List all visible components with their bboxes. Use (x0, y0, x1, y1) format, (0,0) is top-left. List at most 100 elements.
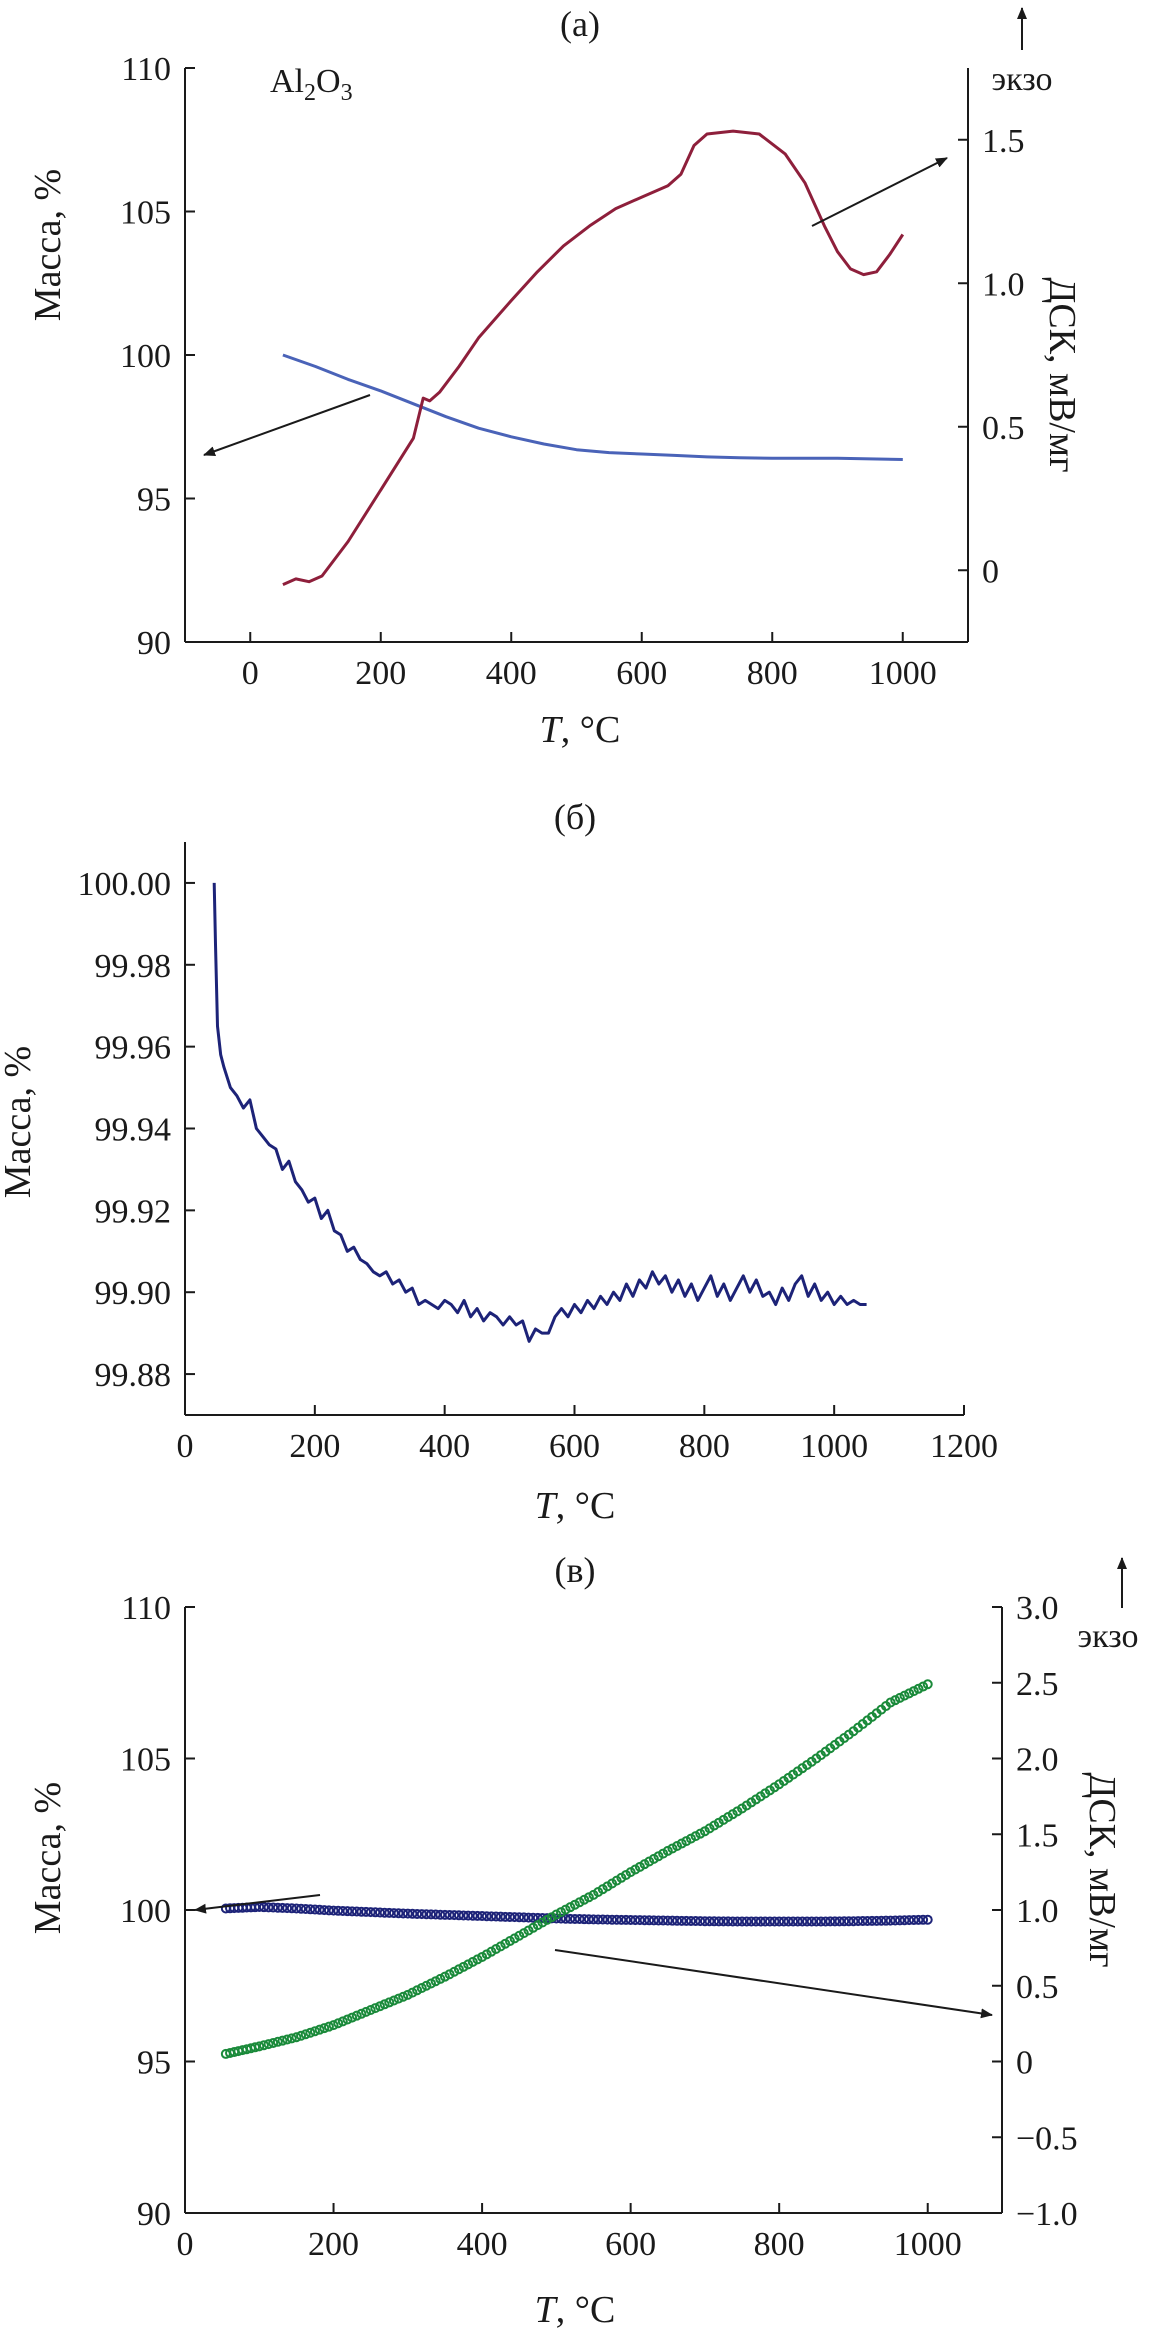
panel-c-x-tick-label: 600 (605, 2226, 656, 2263)
panel-c-y-tick-label: 105 (120, 1742, 171, 1779)
panel-c-data-point (583, 1914, 594, 1925)
panel-c-data-point (890, 1915, 901, 1926)
panel-b-x-tick-label: 200 (289, 1428, 340, 1465)
panel-a-x-tick-label: 600 (616, 655, 667, 692)
panel-c-data-point (388, 1995, 399, 2006)
panel-c-xlabel: T, °C (535, 2289, 616, 2331)
panel-c-data-point (351, 2010, 362, 2021)
panel-c-data-point (402, 1908, 413, 1919)
panel-c-x-tick-label: 200 (308, 2226, 359, 2263)
panel-c-data-point (811, 1916, 822, 1927)
panel-c-data-point (277, 1902, 288, 1913)
panel-c-data-point (760, 1916, 771, 1927)
panel-a: (а) Al2O3 0 200 400 600 800 1000 90 95 100 105 110… (27, 4, 1083, 751)
panel-a-y-tick-label: 90 (137, 625, 171, 662)
panel-c-data-point (309, 1904, 320, 1915)
panel-c-data-point (277, 2035, 288, 2046)
panel-c-data-point (699, 1916, 710, 1927)
panel-c-data-point (537, 1913, 548, 1924)
panel-b-xlabel: T, °C (535, 1485, 616, 1527)
panel-c-data-point (491, 1911, 502, 1922)
panel-a-axes: 0 200 400 600 800 1000 90 95 100 105 110 0 0.5 1.0 1.5 (120, 51, 1025, 692)
panel-c-data-point (764, 1916, 775, 1927)
panel-c-data-point (922, 1679, 933, 1690)
panel-c-data-point (463, 1910, 474, 1921)
panel-c-data-point (300, 2029, 311, 2040)
panel-c-data-point (296, 1903, 307, 1914)
panel-c-data-point (337, 2016, 348, 2027)
panel-c-data-point (305, 2027, 316, 2038)
panel-c-y-tick-label: 100 (120, 1893, 171, 1930)
panel-c-data-point (319, 2023, 330, 2034)
panel-c-data-point (305, 1904, 316, 1915)
panel-c-data-point (356, 2008, 367, 2019)
panel-b-series-line-0 (212, 882, 867, 1343)
panel-b-y-tick-label: 99.96 (95, 1030, 172, 1067)
panel-c-data-point (528, 1912, 539, 1923)
panel-c-data-point (421, 1909, 432, 1920)
panel-c-data-point (514, 1912, 525, 1923)
panel-c-data-point (342, 1906, 353, 1917)
panel-c-data-point (296, 2030, 307, 2041)
panel-c-y2-tick-label: −0.5 (1016, 2120, 1078, 2157)
panel-c: (в) 0 200 400 600 800 1000 90 95 100 105 110 −1.0 −0… (27, 1550, 1138, 2331)
panel-c-data-point (620, 1914, 631, 1925)
panel-c-data-point (695, 1916, 706, 1927)
panel-c-data-point (328, 1905, 339, 1916)
panel-b-y-tick-label: 99.98 (95, 948, 172, 985)
panel-c-data-point (323, 1905, 334, 1916)
panel-c-data-point (560, 1913, 571, 1924)
panel-c-data-point (588, 1914, 599, 1925)
panel-b-y-tick-label: 100.00 (78, 866, 172, 903)
panel-c-data-point (825, 1916, 836, 1927)
panel-c-data-point (681, 1915, 692, 1926)
panel-a-y2label: ДСК, мВ/мг (1041, 277, 1083, 472)
panel-c-x-tick-label: 1000 (894, 2226, 962, 2263)
panel-c-y2-tick-label: 0 (1016, 2045, 1033, 2082)
panel-c-label: (в) (555, 1550, 596, 1590)
panel-c-data-point (774, 1916, 785, 1927)
panel-c-data-point (323, 2021, 334, 2032)
panel-c-data-point (337, 1905, 348, 1916)
panel-c-data-point (741, 1916, 752, 1927)
panel-c-data-point (644, 1915, 655, 1926)
panel-c-data-point (658, 1915, 669, 1926)
panel-c-data-point (309, 2026, 320, 2037)
panel-a-x-tick-label: 1000 (869, 655, 937, 692)
panel-c-data-point (709, 1916, 720, 1927)
panel-c-y2-tick-label: −1.0 (1016, 2196, 1078, 2233)
panel-c-data-point (393, 1993, 404, 2004)
panel-b-y-tick-label: 99.90 (95, 1275, 172, 1312)
panel-a-y2-tick-label: 1.5 (982, 123, 1025, 160)
panel-c-data-point (314, 2024, 325, 2035)
panel-c-data-point (667, 1915, 678, 1926)
panel-b-y-tick-label: 99.92 (95, 1193, 172, 1230)
panel-c-data-point (885, 1915, 896, 1926)
panel-c-data-point (625, 1914, 636, 1925)
panel-a-label: (а) (560, 4, 600, 44)
panel-c-y2-tick-label: 1.5 (1016, 1817, 1059, 1854)
panel-c-y-tick-label: 90 (137, 2196, 171, 2233)
panel-c-data-point (258, 2040, 269, 2051)
panel-c-y2-tick-label: 2.0 (1016, 1742, 1059, 1779)
panel-c-data-point (607, 1914, 618, 1925)
panel-c-data-point (393, 1908, 404, 1919)
panel-c-data-point (602, 1914, 613, 1925)
panel-a-ylabel: Масса, % (27, 169, 69, 321)
panel-c-data-point (384, 1997, 395, 2008)
panel-b-y-tick-label: 99.88 (95, 1357, 172, 1394)
panel-c-data-point (439, 1909, 450, 1920)
panel-c-data-point (282, 1903, 293, 1914)
panel-c-data-point (899, 1915, 910, 1926)
panel-c-data-point (853, 1916, 864, 1927)
panel-c-data-point (300, 1904, 311, 1915)
panel-c-data-point (286, 1903, 297, 1914)
panel-c-data-point (630, 1915, 641, 1926)
panel-c-data-point (862, 1915, 873, 1926)
panel-c-y2-tick-label: 0.5 (1016, 1969, 1059, 2006)
panel-b-y-tick-label: 99.94 (95, 1112, 172, 1149)
panel-a-x-tick-label: 0 (242, 655, 259, 692)
panel-c-data-point (282, 2034, 293, 2045)
panel-c-data-point (639, 1915, 650, 1926)
